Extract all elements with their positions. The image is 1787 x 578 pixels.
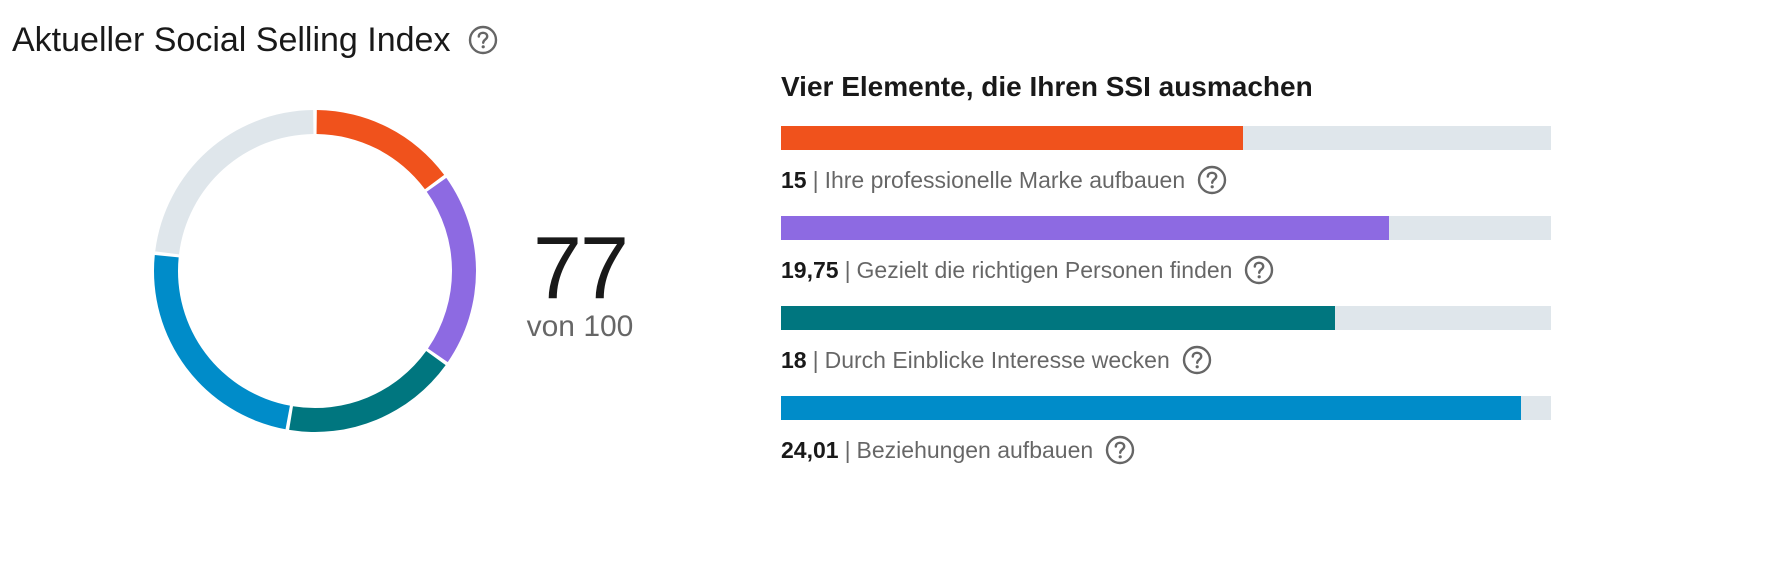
element-insights: 18 | Durch Einblicke Interesse wecken	[781, 306, 1551, 376]
element-brand: 15 | Ihre professionelle Marke aufbauen	[781, 126, 1551, 196]
element-score: 15	[781, 166, 807, 193]
element-bar-fill	[781, 126, 1243, 150]
element-label: 18 | Durch Einblicke Interesse wecken	[781, 344, 1551, 376]
element-bar-track	[781, 396, 1551, 420]
element-name: Gezielt die richtigen Personen finden	[856, 256, 1233, 283]
element-bar-fill	[781, 306, 1336, 330]
elements-title: Vier Elemente, die Ihren SSI ausmachen	[781, 71, 1313, 102]
donut-segment	[426, 177, 477, 363]
element-score: 24,01	[781, 436, 839, 463]
element-score: 19,75	[781, 256, 839, 283]
element-bar-track	[781, 216, 1551, 240]
question-circle-icon[interactable]	[1182, 345, 1212, 375]
element-bar-fill	[781, 216, 1390, 240]
element-name: Durch Einblicke Interesse wecken	[824, 346, 1170, 373]
ssi-header: Aktueller Social Selling Index	[12, 18, 498, 62]
element-label: 15 | Ihre professionelle Marke aufbauen	[781, 164, 1551, 196]
element-label: 24,01 | Beziehungen aufbauen	[781, 434, 1551, 466]
element-relationships: 24,01 | Beziehungen aufbauen	[781, 396, 1551, 466]
donut-segment	[316, 110, 445, 190]
score-value: 77	[533, 218, 629, 317]
donut-segment-remaining	[155, 110, 314, 255]
element-bar-track	[781, 126, 1551, 150]
question-circle-icon[interactable]	[1197, 165, 1227, 195]
ssi-donut-chart	[150, 106, 480, 436]
ssi-score: 77 von 100	[520, 222, 640, 344]
donut-segment	[153, 255, 290, 430]
element-bar-track	[781, 306, 1551, 330]
element-name: Beziehungen aufbauen	[856, 436, 1094, 463]
question-circle-icon[interactable]	[1105, 435, 1135, 465]
question-circle-icon[interactable]	[1244, 255, 1274, 285]
page-title: Aktueller Social Selling Index	[12, 20, 451, 59]
ssi-elements: Vier Elemente, die Ihren SSI ausmachen 1…	[781, 68, 1551, 482]
separator: |	[844, 436, 851, 463]
separator: |	[812, 346, 819, 373]
score-max-label: von 100	[526, 310, 634, 343]
separator: |	[844, 256, 851, 283]
element-bar-fill	[781, 396, 1521, 420]
separator: |	[812, 166, 819, 193]
donut-segment	[289, 351, 446, 432]
element-label: 19,75 | Gezielt die richtigen Personen f…	[781, 254, 1551, 286]
donut-svg	[153, 110, 477, 432]
element-find-people: 19,75 | Gezielt die richtigen Personen f…	[781, 216, 1551, 286]
element-name: Ihre professionelle Marke aufbauen	[824, 166, 1186, 193]
question-circle-icon[interactable]	[468, 25, 498, 55]
element-score: 18	[781, 346, 807, 373]
